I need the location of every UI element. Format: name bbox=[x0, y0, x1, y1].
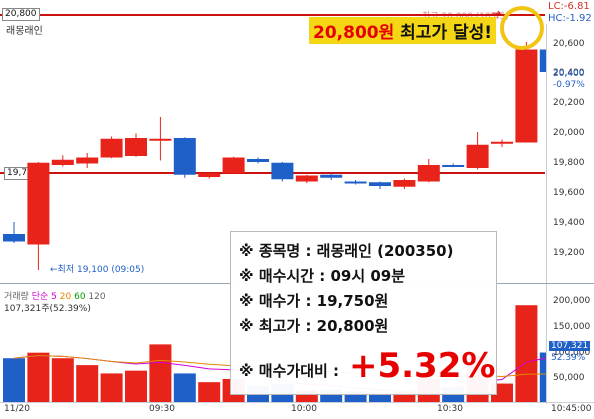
price-tick: 20,200 bbox=[553, 98, 585, 108]
candlestick-series bbox=[3, 42, 546, 270]
candle-body bbox=[27, 162, 50, 245]
volume-bar bbox=[100, 373, 123, 402]
xaxis-time: 09:30 bbox=[149, 404, 175, 414]
max-arrow-icon: → bbox=[491, 6, 502, 20]
highlight-circle bbox=[500, 6, 544, 50]
xaxis-date: 11/20 bbox=[4, 404, 30, 414]
candle-body bbox=[417, 165, 440, 182]
volume-bar bbox=[198, 382, 221, 402]
annotation-suffix: 최고가 달성! bbox=[394, 23, 493, 43]
volume-current-pct: 52.39% bbox=[551, 353, 586, 363]
high-price-annotation: 20,800원 최고가 달성! bbox=[309, 17, 497, 44]
volume-bar bbox=[27, 352, 50, 402]
symbol-label: 래몽래인 bbox=[6, 26, 43, 37]
xaxis-separator bbox=[0, 402, 594, 403]
volume-bar bbox=[173, 373, 196, 402]
candle-body bbox=[295, 175, 318, 182]
candle-body bbox=[198, 173, 221, 177]
volume-bar bbox=[393, 391, 416, 402]
price-tick: 20,400 bbox=[553, 68, 585, 78]
volume-bar bbox=[3, 358, 25, 402]
volume-info: 107,321주(52.39%) bbox=[4, 304, 91, 314]
candle-body bbox=[491, 141, 513, 144]
summary-row-high-price: ※ 최고가 : 20,800원 bbox=[239, 315, 388, 336]
current-price-change: -0.97% bbox=[553, 80, 585, 90]
legend-item-simple: 단순 bbox=[31, 292, 49, 302]
candle-body bbox=[320, 174, 343, 178]
candle-body bbox=[247, 159, 269, 162]
summary-row-compare: ※ 매수가대비 : bbox=[239, 360, 339, 381]
summary-text: 최고가 : 20,800원 bbox=[258, 317, 389, 335]
volume-tick: 50,000 bbox=[553, 373, 585, 383]
volume-bar bbox=[515, 305, 538, 402]
bullet: ※ bbox=[239, 292, 254, 310]
summary-text: 매수가 : 19,750원 bbox=[258, 292, 389, 310]
high-price-line bbox=[0, 14, 545, 16]
volume-bar bbox=[539, 352, 546, 402]
trade-summary-box: ※ 종목명 : 래몽래인 (200350) ※ 매수시간 : 09시 09분 ※… bbox=[230, 231, 497, 395]
candle-body bbox=[515, 49, 538, 143]
legend-item-120: 120 bbox=[88, 292, 106, 302]
price-tick: 19,200 bbox=[553, 248, 585, 258]
compare-value: +5.32% bbox=[349, 346, 496, 386]
volume-bar bbox=[149, 344, 172, 402]
candle-body bbox=[393, 180, 416, 187]
bullet: ※ bbox=[239, 242, 254, 260]
candle-body bbox=[51, 159, 74, 165]
summary-row-time: ※ 매수시간 : 09시 09분 bbox=[239, 265, 405, 286]
candle-body bbox=[222, 157, 245, 174]
candle-body bbox=[539, 49, 546, 72]
volume-legend: 거래량 단순 5 20 60 120 bbox=[4, 289, 106, 302]
bullet: ※ bbox=[239, 317, 254, 335]
summary-text: 매수시간 : 09시 09분 bbox=[258, 267, 406, 285]
lc-label: LC:-6.81 bbox=[548, 1, 590, 12]
summary-row-buy-price: ※ 매수가 : 19,750원 bbox=[239, 290, 388, 311]
low-price-label: ←최저 19,100 (09:05) bbox=[50, 265, 145, 275]
volume-bar bbox=[369, 393, 391, 402]
volume-legend-title: 거래량 bbox=[4, 292, 29, 302]
hc-label: HC:-1.92 bbox=[548, 13, 592, 24]
xaxis-time: 10:45:00 bbox=[551, 404, 592, 414]
price-tick: 19,600 bbox=[553, 188, 585, 198]
summary-row-symbol: ※ 종목명 : 래몽래인 (200350) bbox=[239, 240, 453, 261]
candle-body bbox=[3, 234, 25, 242]
price-tick: 19,400 bbox=[553, 218, 585, 228]
candle-body bbox=[466, 144, 489, 168]
candle-body bbox=[173, 138, 196, 175]
volume-tick: 100,000 bbox=[553, 348, 591, 358]
candle-body bbox=[442, 165, 465, 167]
volume-bar bbox=[51, 358, 74, 402]
volume-tick: 200,000 bbox=[553, 296, 591, 306]
price-tick: 20,000 bbox=[553, 128, 585, 138]
candle-body bbox=[125, 138, 147, 156]
price-axis-divider bbox=[546, 24, 547, 404]
bullet: ※ bbox=[239, 267, 254, 285]
candle-body bbox=[369, 182, 391, 186]
compare-label: ※ 매수가대비 : bbox=[239, 362, 340, 380]
current-price-value: 20,400 bbox=[553, 69, 585, 79]
candle-body bbox=[100, 138, 123, 158]
summary-text: 종목명 : 래몽래인 (200350) bbox=[258, 242, 454, 260]
volume-bar bbox=[344, 391, 367, 402]
volume-bar bbox=[125, 370, 147, 402]
legend-item-20: 20 bbox=[59, 292, 72, 302]
candle-body bbox=[149, 138, 172, 141]
candle-body bbox=[76, 157, 99, 164]
candle-body bbox=[271, 162, 294, 180]
high-price-tag: 20,800 bbox=[2, 8, 40, 21]
volume-bar bbox=[295, 390, 318, 402]
xaxis-time: 10:30 bbox=[437, 404, 463, 414]
legend-item-5: 5 bbox=[51, 292, 57, 302]
volume-current-value: 107,321 bbox=[549, 341, 591, 351]
price-tick: 20,600 bbox=[553, 39, 585, 49]
legend-item-60: 60 bbox=[74, 292, 86, 302]
candle-body bbox=[344, 181, 367, 184]
price-tick: 19,800 bbox=[553, 158, 585, 168]
xaxis-time: 10:00 bbox=[291, 404, 317, 414]
volume-bar bbox=[76, 365, 99, 402]
annotation-price: 20,800원 bbox=[313, 23, 395, 43]
volume-tick: 150,000 bbox=[553, 322, 591, 332]
